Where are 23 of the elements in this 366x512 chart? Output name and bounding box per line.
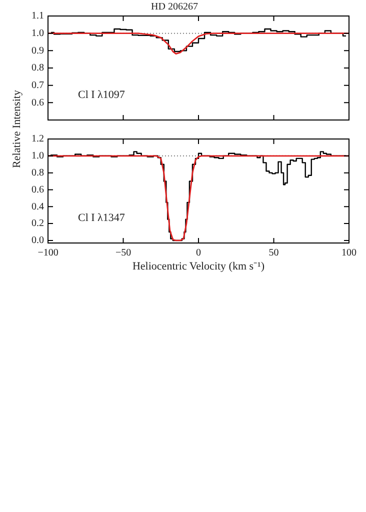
y-tick-label: 0.6: [32, 184, 44, 196]
x-tick-label: 50: [268, 248, 279, 259]
y-tick-label: 0.4: [32, 201, 44, 212]
y-tick-label: 0.6: [32, 97, 44, 108]
y-axis-title: Relative Intensity: [11, 90, 23, 168]
y-tick-label: 0.0: [32, 235, 44, 246]
y-tick-label: 0.8: [32, 62, 44, 74]
y-tick-label: 0.2: [32, 218, 44, 230]
y-tick-label: 1.0: [32, 28, 44, 39]
annotation: Cl I λ1097: [78, 89, 126, 101]
chart-title: HD 206267: [151, 2, 198, 13]
x-tick-label: −100: [38, 248, 58, 259]
y-tick-label: 0.8: [32, 167, 44, 178]
y-tick-label: 0.9: [32, 45, 44, 56]
x-tick-label: −50: [115, 248, 132, 259]
x-tick-label: 100: [342, 248, 356, 259]
x-tick-label: 0: [196, 248, 201, 259]
y-tick-label: 1.0: [32, 150, 44, 162]
y-tick-label: 0.7: [32, 80, 44, 91]
y-tick-label: 1.2: [32, 134, 44, 145]
annotation: Cl I λ1347: [78, 212, 126, 224]
y-tick-label: 1.1: [32, 10, 44, 22]
x-axis-title: Heliocentric Velocity (km s⁻¹): [132, 260, 265, 272]
